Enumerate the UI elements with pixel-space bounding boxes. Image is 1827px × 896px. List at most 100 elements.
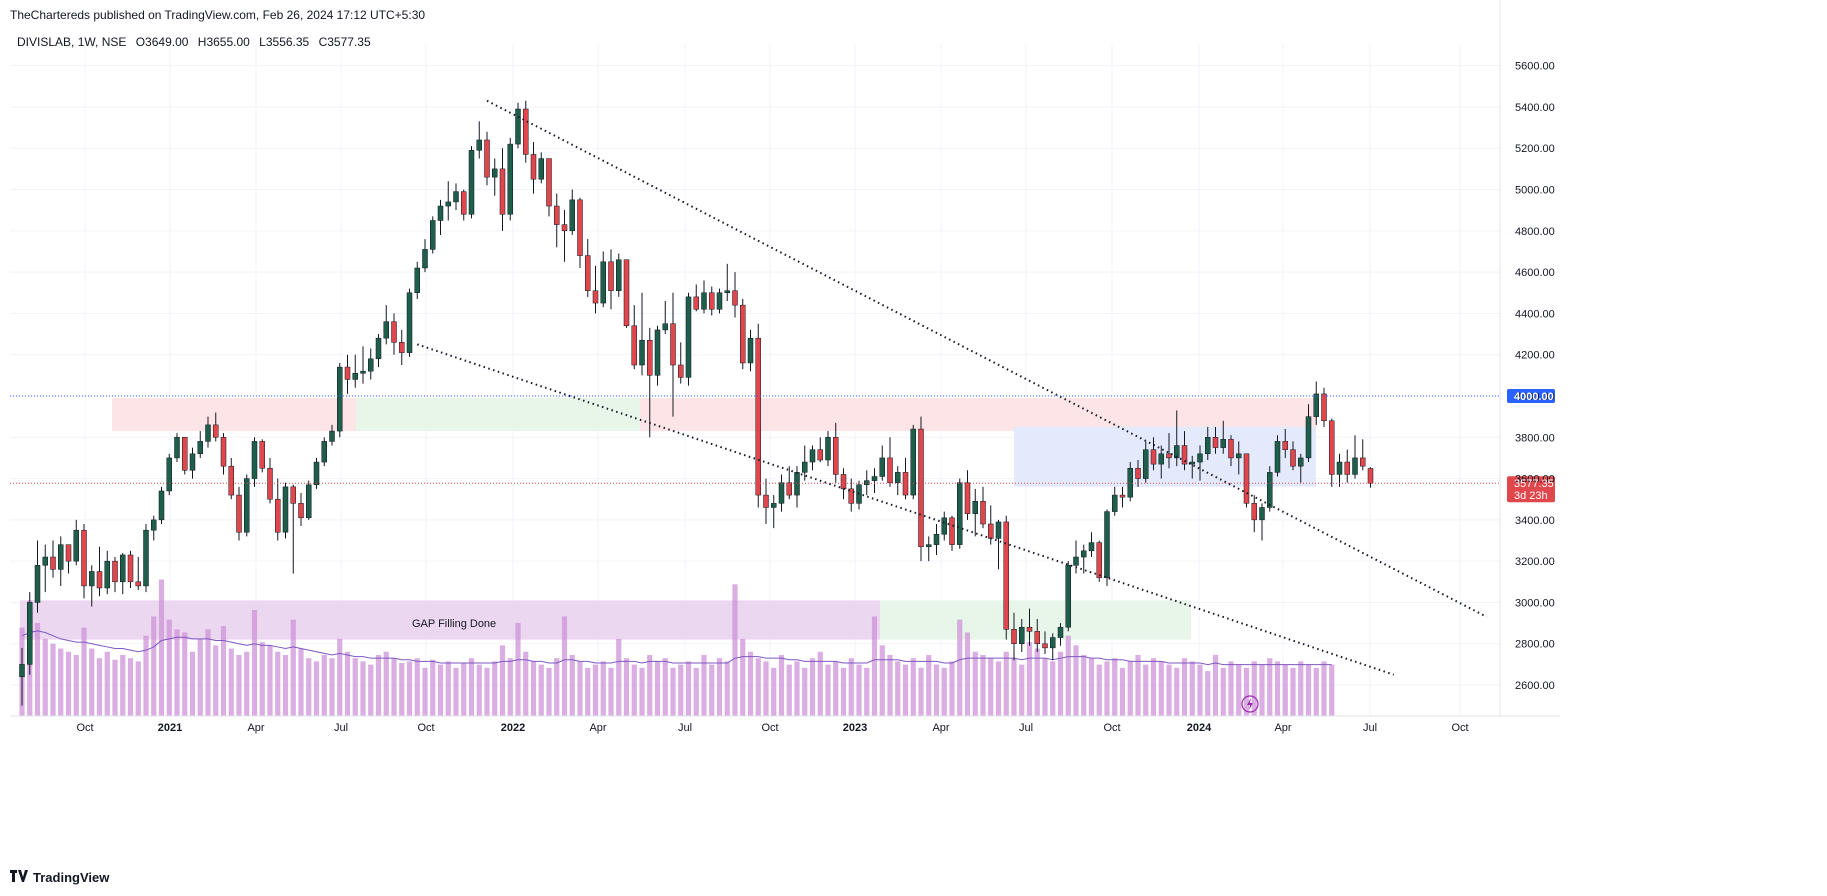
last-price-label: 3577.35 bbox=[1514, 478, 1554, 490]
volume-bar bbox=[972, 651, 978, 716]
time-tick-label: 2023 bbox=[843, 722, 867, 734]
volume-bar bbox=[50, 643, 56, 716]
candle-body bbox=[499, 168, 506, 215]
volume-bar bbox=[34, 622, 41, 716]
volume-bar bbox=[933, 664, 940, 716]
ohlc-legend[interactable]: DIVISLAB, 1W, NSE O3649.00 H3655.00 L355… bbox=[17, 35, 377, 49]
candle-body bbox=[848, 488, 854, 504]
volume-bar bbox=[1088, 658, 1095, 716]
time-tick-label: 2024 bbox=[1187, 722, 1212, 734]
volume-bar bbox=[1112, 658, 1118, 716]
volume-bar bbox=[608, 667, 614, 716]
tradingview-footer[interactable]: TradingView bbox=[10, 869, 109, 886]
candle-body bbox=[670, 323, 676, 366]
price-tick-label: 3600.00 bbox=[1515, 474, 1555, 486]
volume-bar bbox=[414, 658, 420, 716]
candle-body bbox=[592, 290, 599, 304]
price-tick-label: 2800.00 bbox=[1515, 639, 1555, 651]
resistance-zone bbox=[112, 398, 1316, 432]
volume-bar bbox=[360, 661, 366, 716]
candle-body bbox=[1282, 441, 1288, 450]
volume-bar bbox=[1127, 661, 1133, 716]
volume-bar bbox=[670, 667, 676, 716]
candle-body bbox=[1344, 461, 1350, 475]
volume-bar bbox=[554, 658, 560, 716]
candle-body bbox=[1019, 626, 1025, 644]
volume-bar bbox=[794, 661, 800, 716]
candle-body bbox=[1042, 643, 1048, 649]
candle-body bbox=[1119, 494, 1126, 498]
candle-body bbox=[701, 292, 707, 310]
volume-bar bbox=[1081, 654, 1087, 716]
volume-bar bbox=[1298, 661, 1304, 716]
time-axis[interactable]: Oct 2021 Apr Jul Oct 2022 Apr Jul Oct 2023 Apr Jul O… bbox=[10, 715, 1560, 734]
candle-body bbox=[391, 321, 397, 343]
price-tick-label: 5600.00 bbox=[1515, 61, 1555, 73]
volume-bar bbox=[1104, 661, 1110, 716]
volume-bar bbox=[236, 654, 242, 716]
volume-bar bbox=[538, 664, 544, 716]
volume-bar bbox=[678, 664, 684, 716]
candle-body bbox=[73, 529, 79, 562]
gap-filling-annotation: GAP Filling Done bbox=[412, 618, 496, 630]
volume-pane bbox=[19, 579, 1335, 716]
volume-bar bbox=[1042, 658, 1048, 716]
candle-body bbox=[104, 560, 110, 589]
candle-body bbox=[453, 191, 459, 203]
candle-body bbox=[949, 517, 955, 545]
volume-bar bbox=[592, 664, 599, 716]
price-axis[interactable]: 2600.00 2800.00 3000.00 3200.00 3400.00 3600.… bbox=[1499, 0, 1555, 716]
volume-bar bbox=[647, 654, 653, 716]
candle-body bbox=[1329, 420, 1335, 475]
brand-name: TradingView bbox=[33, 870, 110, 885]
volume-bar bbox=[864, 667, 870, 716]
price-tick-label: 3800.00 bbox=[1515, 432, 1555, 444]
candle-body bbox=[1088, 542, 1095, 552]
volume-bar bbox=[282, 654, 289, 716]
candle-body bbox=[89, 571, 95, 587]
candle-body bbox=[871, 476, 878, 481]
candle-body bbox=[1352, 457, 1358, 475]
volume-bar bbox=[701, 654, 707, 716]
volume-bar bbox=[58, 648, 64, 716]
time-tick-label: Oct bbox=[417, 722, 434, 734]
candle-body bbox=[802, 461, 808, 473]
low-value: L3556.35 bbox=[259, 35, 310, 49]
volume-bar bbox=[1251, 661, 1257, 716]
volume-bar bbox=[267, 645, 273, 716]
volume-bar bbox=[445, 661, 451, 716]
volume-bar bbox=[499, 645, 506, 716]
candle-body bbox=[1174, 445, 1180, 459]
lightning-icon-ring bbox=[1241, 695, 1259, 713]
volume-bar bbox=[1267, 658, 1273, 716]
candle-body bbox=[972, 501, 978, 514]
candle-body bbox=[81, 529, 87, 587]
candle-body bbox=[189, 453, 196, 471]
candle-body bbox=[1321, 393, 1327, 422]
candle-body bbox=[647, 339, 653, 376]
candle-body bbox=[530, 154, 537, 180]
candle-body bbox=[631, 325, 637, 366]
volume-bar bbox=[1174, 667, 1180, 716]
volume-bar bbox=[1011, 658, 1017, 716]
candle-body bbox=[352, 373, 358, 380]
volume-bar bbox=[1181, 658, 1188, 716]
candle-body bbox=[1181, 445, 1188, 465]
volume-bar bbox=[740, 638, 746, 716]
candle-body bbox=[1305, 416, 1312, 459]
level-line-badge bbox=[1507, 388, 1555, 403]
volume-bar bbox=[654, 661, 661, 716]
volume-bar bbox=[174, 629, 180, 716]
candle-body bbox=[561, 224, 568, 232]
candle-body bbox=[608, 261, 614, 291]
candle-body bbox=[205, 424, 211, 442]
volume-bar bbox=[189, 651, 196, 716]
price-tick-label: 5000.00 bbox=[1515, 185, 1555, 197]
candle-body bbox=[42, 556, 48, 566]
candle-body bbox=[825, 437, 831, 461]
candle-body bbox=[1003, 521, 1009, 630]
volume-bar bbox=[1003, 651, 1009, 716]
symbol-label[interactable]: DIVISLAB, 1W, NSE bbox=[17, 35, 127, 49]
candle-body bbox=[933, 534, 940, 545]
